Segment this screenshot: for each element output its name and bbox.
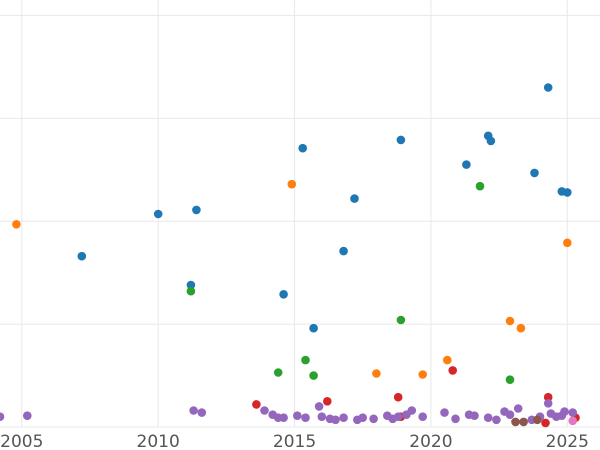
data-point xyxy=(568,408,577,417)
data-point xyxy=(309,371,318,380)
data-point xyxy=(530,168,539,178)
data-point xyxy=(470,411,479,421)
data-point xyxy=(186,280,196,290)
data-point xyxy=(505,316,515,326)
data-points xyxy=(0,83,580,428)
data-point xyxy=(543,83,553,92)
data-point xyxy=(301,355,310,365)
data-point xyxy=(393,412,403,422)
data-point xyxy=(533,415,542,425)
data-point xyxy=(192,205,201,215)
data-point xyxy=(492,415,501,425)
data-point xyxy=(197,408,207,417)
data-point xyxy=(440,408,449,417)
data-point xyxy=(279,413,288,423)
x-tick-label: 2005 xyxy=(0,432,43,450)
data-point xyxy=(393,392,403,402)
data-point xyxy=(516,323,526,333)
grid-lines xyxy=(0,0,600,428)
data-point xyxy=(273,368,283,377)
data-point xyxy=(309,323,318,333)
data-point xyxy=(287,179,297,189)
data-point xyxy=(298,143,308,153)
data-point xyxy=(396,135,406,145)
data-point xyxy=(252,400,261,409)
data-point xyxy=(505,375,515,385)
data-point xyxy=(260,406,269,415)
data-point xyxy=(23,411,32,421)
data-point xyxy=(560,407,569,416)
data-point xyxy=(568,416,577,426)
data-point xyxy=(339,246,348,256)
data-point xyxy=(372,369,381,378)
data-point xyxy=(505,410,515,420)
x-tick-label: 2015 xyxy=(273,432,316,450)
data-point xyxy=(279,290,288,299)
data-point xyxy=(369,414,378,424)
data-point xyxy=(314,402,324,411)
data-point xyxy=(301,413,310,423)
data-point xyxy=(331,415,340,425)
data-point xyxy=(358,413,368,423)
data-point xyxy=(486,136,496,146)
data-point xyxy=(543,399,553,408)
data-point xyxy=(462,160,471,169)
data-point xyxy=(418,370,428,379)
data-point xyxy=(541,418,550,428)
data-point xyxy=(513,404,523,413)
data-point xyxy=(519,417,528,427)
data-point xyxy=(0,412,5,421)
data-point xyxy=(396,315,406,325)
data-point xyxy=(339,413,348,423)
data-point xyxy=(77,251,87,261)
data-point xyxy=(483,413,493,423)
data-point xyxy=(511,417,520,427)
data-point xyxy=(153,209,163,219)
data-point xyxy=(563,188,572,197)
data-point xyxy=(12,220,21,229)
data-point xyxy=(418,412,428,422)
x-axis-tick-labels: 2005 2010 2015 2020 2025 xyxy=(0,432,589,450)
data-point xyxy=(563,238,572,248)
data-point xyxy=(451,414,460,424)
x-tick-label: 2010 xyxy=(137,432,180,450)
data-point xyxy=(543,392,553,402)
data-point xyxy=(293,411,302,421)
data-point xyxy=(317,412,327,422)
data-point xyxy=(186,286,196,296)
data-point xyxy=(323,397,332,406)
data-point xyxy=(189,406,198,415)
data-point xyxy=(443,355,452,365)
data-point xyxy=(448,366,458,375)
x-tick-label: 2025 xyxy=(546,432,589,450)
data-point xyxy=(475,181,485,191)
data-point xyxy=(407,406,417,415)
x-tick-label: 2020 xyxy=(409,432,452,450)
data-point xyxy=(350,194,359,203)
